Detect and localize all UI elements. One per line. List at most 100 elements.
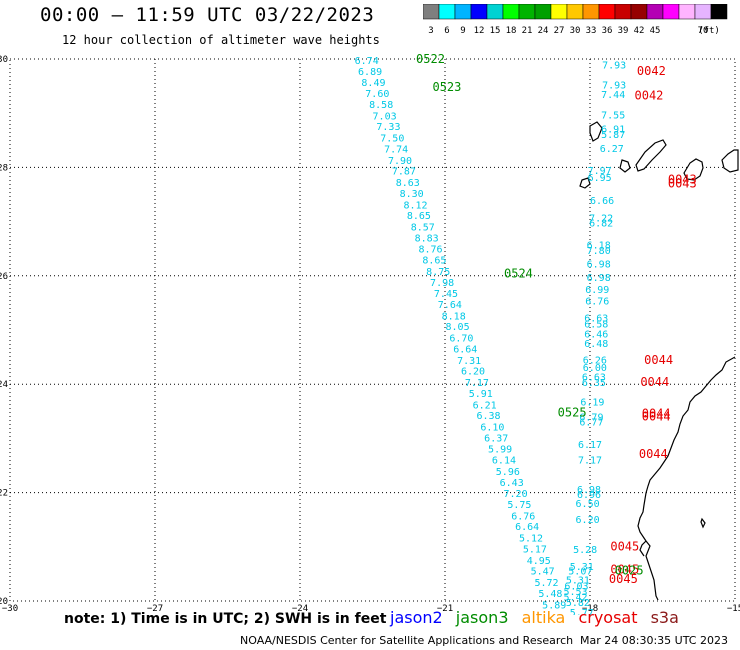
legend-jason2: jason2 [390,608,443,627]
footnote: note: 1) Time is in UTC; 2) SWH is in fe… [64,611,387,627]
swh-value-label: 6.99 [585,285,609,296]
pass-time-label: 0045 [610,563,639,577]
color-tick-label: 42 [634,26,645,36]
pass-time-label: 0044 [640,375,669,389]
la-palma-island [589,121,603,142]
swh-value-label: 5.28 [573,545,597,556]
swh-value-label: 6.98 [587,259,611,270]
swh-value-label: 6.76 [585,297,609,308]
lon-tick-label: −18 [582,604,598,614]
lon-tick-label: −15 [727,604,740,614]
swh-value-label: 6.27 [600,144,624,155]
swh-value-label: 7.55 [601,110,625,121]
swh-value-label: 7.87 [392,167,416,178]
swh-value-label: 7.17 [465,378,489,389]
swh-value-label: 8.65 [407,211,431,222]
tenerife-island [635,139,667,172]
pass-time-label: 0043 [668,177,697,191]
swh-value-label: 7.93 [602,80,626,91]
swh-value-label: 7.03 [373,111,397,122]
swh-value-label: 4.95 [527,556,551,567]
pass-time-labels: 0522052305240525004200420043004300440044… [416,52,697,586]
bay-inlet [639,540,647,557]
swh-value-label: 7.45 [434,289,458,300]
footer-timestamp: Mar 24 08:30:35 UTC 2023 [580,634,728,647]
legend-cryosat: cryosat [578,608,638,627]
swh-value-label: 8.18 [442,311,466,322]
swh-value-label: 6.98 [577,485,601,496]
swh-value-label: 7.74 [384,144,408,155]
swh-value-label: 6.66 [590,196,614,207]
lat-tick-label: 24 [0,380,8,390]
swh-value-label: 6.50 [576,499,600,510]
swh-value-label: 8.65 [422,256,446,267]
swh-value-label: 6.98 [587,273,611,284]
swh-value-label: 6.91 [601,124,625,135]
swh-value-label: 6.79 [579,413,603,424]
gran-canaria-island [683,158,704,181]
swh-value-label: 7.98 [430,278,454,289]
swh-value-label: 7.20 [504,489,528,500]
swh-value-label: 8.75 [426,267,450,278]
swh-value-label: 5.17 [523,544,547,555]
pass-time-label: 0525 [558,405,587,419]
pass-time-label: 0043 [668,172,697,186]
swh-value-label: 7.17 [578,456,602,467]
swh-value-label: 6.10 [480,422,504,433]
pass-time-label: 0524 [504,267,533,281]
swh-value-label: 7.33 [376,122,400,133]
swh-value-label: 6.20 [576,515,600,526]
satellite-legend: jason2 jason3 altika cryosat s3a [390,608,687,627]
swh-value-label: 5.72 [534,578,558,589]
swh-value-label: 6.77 [579,418,603,429]
fuerteventura-island [721,149,739,173]
swh-value-label: 6.03 [564,581,588,592]
map-grid [9,58,736,602]
pass-time-label: 0045 [610,539,639,553]
swh-value-label: 8.49 [361,78,385,89]
color-tick-label: 6 [444,26,449,36]
swh-value-label: 7.60 [365,89,389,100]
legend-altika: altika [521,608,566,627]
lat-tick-label: 28 [0,163,8,173]
swh-value-label: 6.82 [589,219,613,230]
swh-value-label: 8.83 [415,233,439,244]
swh-value-label: 5.99 [488,445,512,456]
swh-value-label: 7.80 [587,246,611,257]
pass-time-label: 0523 [432,80,461,94]
africa-coastline [637,356,736,601]
color-tick-label: 45 [650,26,661,36]
color-unit-label: (ft) [698,26,720,36]
pass-time-label: 0042 [635,88,664,102]
swh-value-label: 5.77 [570,608,594,615]
page-title: 00:00 — 11:59 UTC 03/22/2023 [40,4,375,26]
swh-value-label: 6.21 [473,400,497,411]
swh-value-label: 7.50 [380,134,404,145]
swh-value-label: 6.38 [476,411,500,422]
altimeter-map[interactable]: −30−27−24−21−18−15302826242220 6.746.898… [0,0,740,615]
swh-value-label: 7.31 [457,356,481,367]
swh-value-label: 6.43 [500,478,524,489]
swh-value-label: 7.90 [388,156,412,167]
swh-value-label: 7.93 [602,60,626,71]
swh-value-label: 6.48 [584,339,608,350]
swh-value-label: 6.89 [358,67,382,78]
swh-value-label: 5.07 [568,567,592,578]
swh-value-label: 6.96 [577,490,601,501]
swh-value-label: 5.91 [469,389,493,400]
footer: NOAA/NESDIS Center for Satellite Applica… [240,634,728,647]
swh-value-label: 5.42 [563,593,587,604]
swh-value-label: 6.20 [461,367,485,378]
swh-value-label: 5.82 [566,598,590,609]
swh-value-label: 6.37 [484,433,508,444]
swh-value-label: 6.00 [583,363,607,374]
swh-value-label: 5.31 [570,562,594,573]
color-swatch [710,4,728,20]
lon-tick-label: −30 [2,604,18,614]
legend-s3a: s3a [650,608,679,627]
swh-value-label: 6.64 [453,344,477,355]
lon-tick-label: −27 [147,604,163,614]
color-tick-label: 33 [586,26,597,36]
pass-time-label: 0025 [615,564,644,578]
swh-value-label: 5.96 [496,467,520,478]
